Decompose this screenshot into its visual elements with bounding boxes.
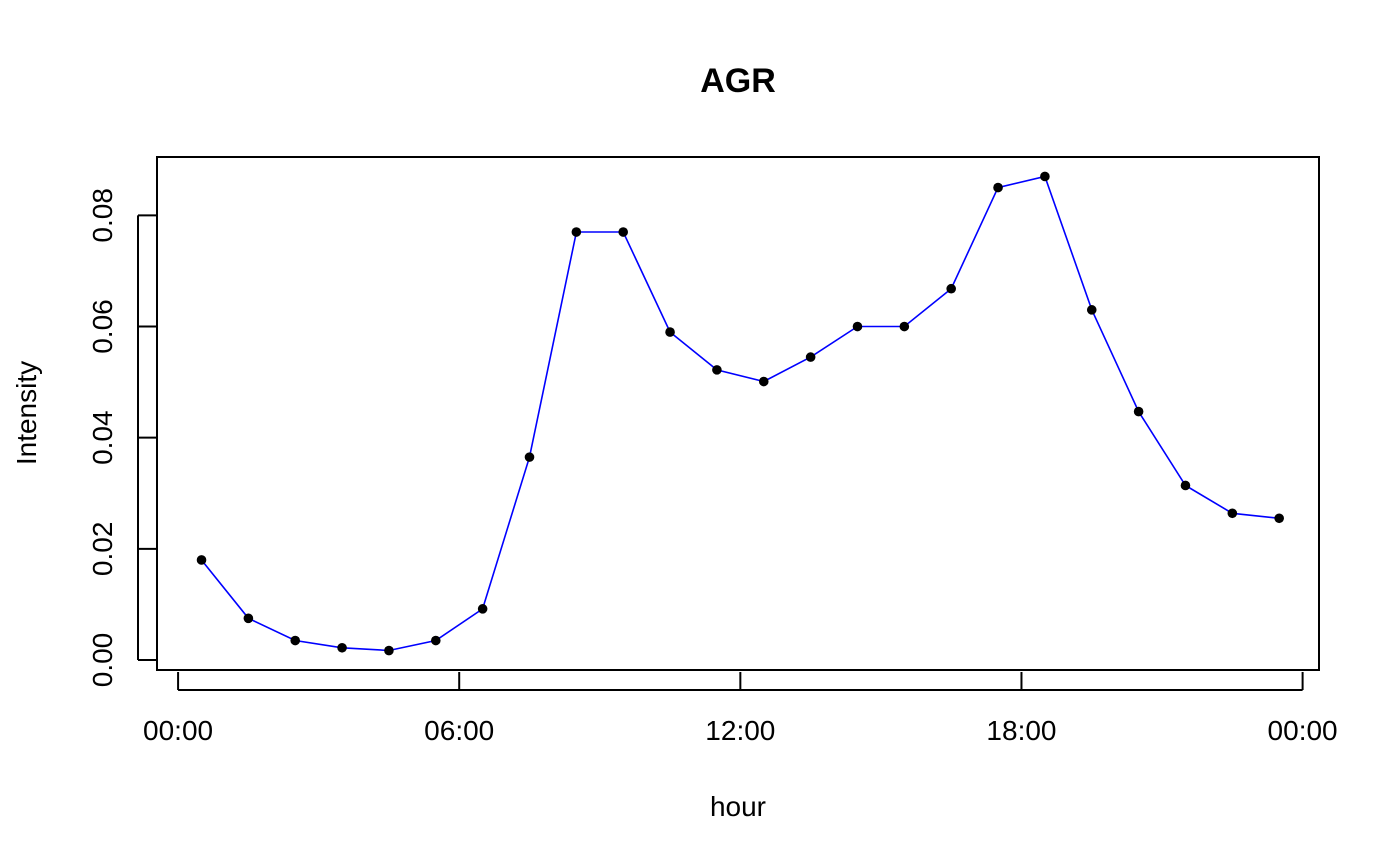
- data-point: [712, 365, 722, 375]
- data-point: [571, 227, 582, 237]
- data-point: [196, 555, 207, 565]
- y-tick-label: 0.06: [87, 299, 118, 354]
- data-point: [618, 227, 629, 237]
- chart-title: AGR: [700, 62, 776, 100]
- data-point: [993, 182, 1003, 193]
- data-point: [1227, 508, 1238, 519]
- data-point: [1086, 305, 1097, 315]
- data-point: [1133, 406, 1144, 417]
- plot-frame: [156, 156, 1320, 671]
- data-point: [1180, 480, 1191, 491]
- x-tick-label: 00:00: [1268, 715, 1338, 746]
- x-tick-label: 06:00: [424, 715, 494, 746]
- x-axis-label: hour: [710, 791, 766, 822]
- x-tick-label: 12:00: [705, 715, 775, 746]
- data-point: [665, 327, 675, 337]
- data-point: [384, 645, 394, 656]
- data-point: [805, 352, 816, 362]
- data-point: [430, 635, 441, 646]
- data-point: [290, 635, 301, 646]
- y-tick-label: 0.02: [87, 522, 118, 577]
- data-point: [1040, 171, 1050, 182]
- data-point: [337, 642, 347, 653]
- x-tick-label: 18:00: [986, 715, 1056, 746]
- x-axis: 00:00 06:00 12:00 18:00 00:00: [143, 672, 1338, 746]
- y-tick-label: 0.04: [87, 410, 118, 465]
- x-tick-label: 00:00: [143, 715, 213, 746]
- data-point: [852, 321, 863, 332]
- data-point: [946, 283, 956, 294]
- data-point: [243, 613, 254, 624]
- series-line: [200, 175, 1280, 652]
- y-tick-label: 0.08: [87, 188, 118, 243]
- data-point: [524, 452, 535, 462]
- y-axis: 0.00 0.02 0.04 0.06 0.08: [87, 188, 156, 687]
- series-layer: [196, 171, 1284, 656]
- y-axis-label: Intensity: [11, 361, 42, 465]
- data-point: [758, 376, 769, 387]
- data-point: [899, 321, 910, 332]
- data-point: [1274, 513, 1284, 524]
- y-tick-label: 0.00: [87, 633, 118, 688]
- data-point: [477, 604, 488, 614]
